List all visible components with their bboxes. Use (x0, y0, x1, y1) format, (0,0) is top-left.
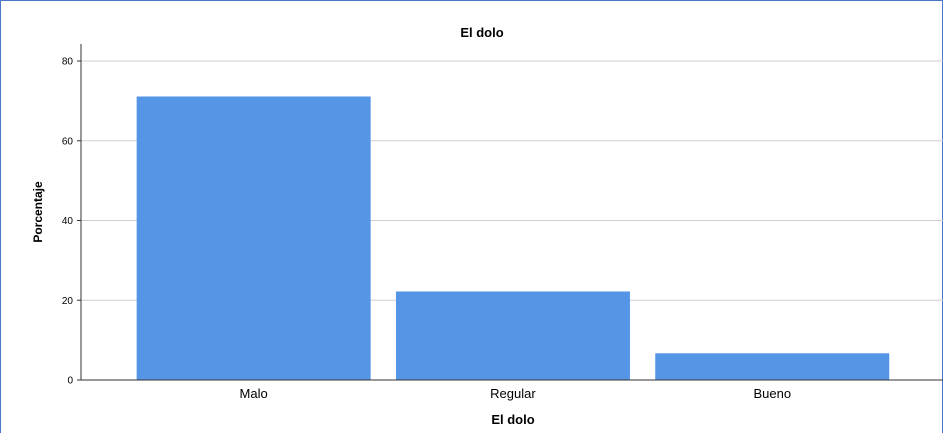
y-axis-label: Porcentaje (31, 181, 45, 243)
y-tick-label: 20 (62, 296, 74, 307)
y-tick-label: 80 (62, 57, 74, 68)
x-axis-label: El dolo (491, 412, 534, 427)
bar-regular (395, 291, 630, 380)
y-tick-label: 0 (67, 376, 73, 387)
axes (80, 44, 943, 381)
bar-malo (136, 96, 371, 381)
bar-bueno (655, 353, 890, 380)
bars (136, 96, 890, 381)
x-tick-label: Bueno (753, 386, 791, 401)
y-tick-label: 60 (62, 136, 74, 147)
x-tick-label: Malo (240, 386, 268, 401)
y-tick-label: 40 (62, 216, 74, 227)
y-tick-labels: 0 20 40 60 80 (62, 57, 81, 387)
x-tick-label: Regular (490, 386, 536, 401)
chart-title: El dolo (460, 25, 503, 40)
x-tick-labels: Malo Regular Bueno (240, 386, 791, 401)
